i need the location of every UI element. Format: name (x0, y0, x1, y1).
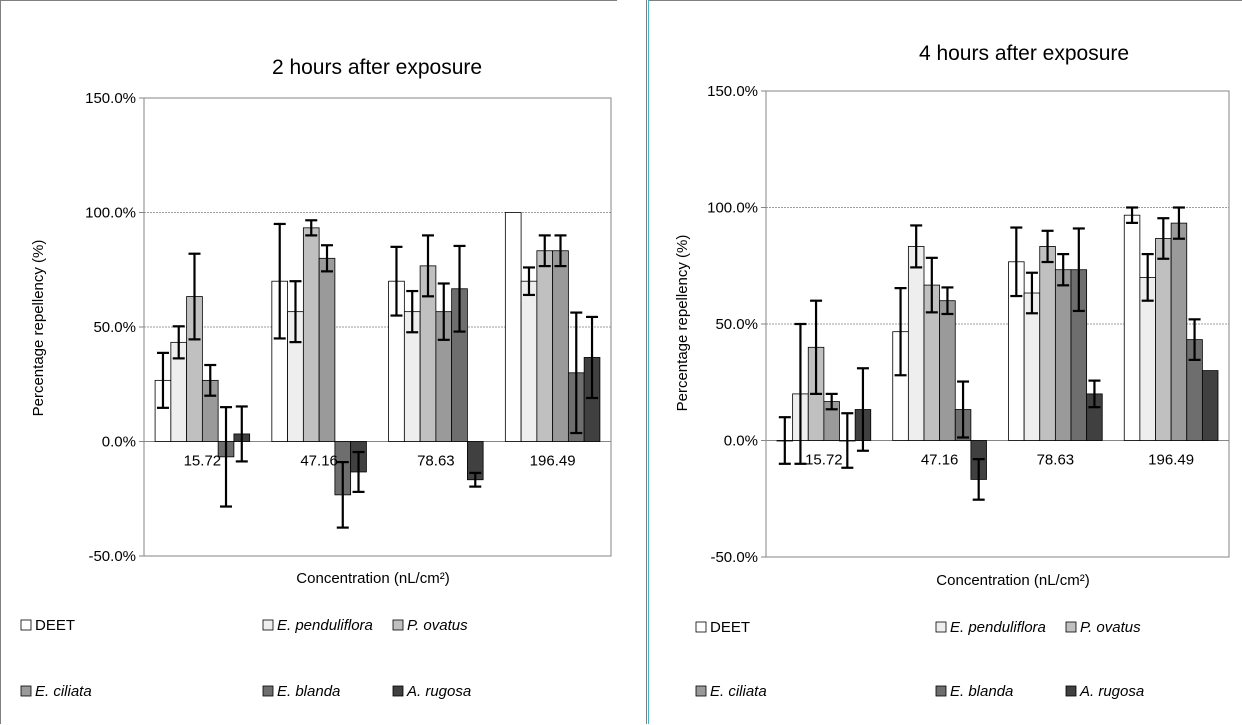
bar (318, 257, 336, 442)
x-tick-label: 47.16 (921, 452, 959, 469)
bar (536, 250, 554, 442)
x-tick-label: 15.72 (184, 453, 222, 470)
legend-label: A. rugosa (1079, 683, 1144, 700)
legend-label: P. ovatus (407, 617, 468, 634)
x-axis-label: Concentration (nL/cm²) (296, 570, 449, 587)
legend-swatch (1065, 685, 1077, 697)
legend-label: E. ciliata (35, 683, 92, 700)
legend-label: E. blanda (950, 683, 1013, 700)
legend-label: DEET (35, 617, 75, 634)
legend-label: DEET (710, 619, 750, 636)
legend-swatch (695, 685, 707, 697)
y-axis-label: Percentage repellency (%) (674, 235, 691, 412)
legend-swatch (1065, 621, 1077, 633)
bar (504, 212, 522, 442)
bar (552, 250, 569, 442)
legend-label: E. penduliflora (277, 617, 373, 634)
y-tick-label: 50.0% (715, 316, 758, 333)
legend-swatch (695, 621, 707, 633)
legend-swatch (262, 685, 274, 697)
legend-label: E. ciliata (710, 683, 767, 700)
bar (520, 280, 538, 442)
bar (1155, 238, 1172, 441)
bar (1170, 222, 1188, 441)
y-tick-label: 100.0% (85, 205, 136, 222)
chart-title: 2 hours after exposure (272, 56, 482, 79)
x-tick-label: 47.16 (300, 453, 338, 470)
bar (1123, 214, 1141, 441)
legend-swatch (20, 685, 32, 697)
legend-swatch (935, 621, 947, 633)
chart-panel-4h: -50.0% 0.0% 50.0% 100.0% 150.0% 15.72 47.16 78.… (649, 0, 1242, 724)
y-tick-label: 50.0% (93, 319, 136, 336)
y-tick-label: 0.0% (724, 433, 758, 450)
bar (939, 300, 956, 441)
y-tick-label: 0.0% (102, 434, 136, 451)
y-tick-label: -50.0% (88, 548, 136, 565)
bar (907, 246, 925, 441)
legend-swatch (935, 685, 947, 697)
legend-label: E. blanda (277, 683, 340, 700)
legend-swatch (20, 619, 32, 631)
legend-swatch (392, 685, 404, 697)
y-tick-label: 150.0% (707, 83, 758, 100)
chart-panel-2h: -50.0% 0.0% 50.0% 100.0% 150.0% 15.72 47.16 78.… (0, 0, 617, 724)
bar (1201, 370, 1219, 441)
panel-border (646, 0, 647, 724)
legend-swatch (392, 619, 404, 631)
bar (1039, 246, 1056, 441)
x-axis-label: Concentration (nL/cm²) (936, 572, 1089, 589)
bar (302, 227, 320, 442)
y-tick-label: 150.0% (85, 90, 136, 107)
legend-label: A. rugosa (406, 683, 471, 700)
bar (1054, 269, 1072, 441)
legend-swatch (262, 619, 274, 631)
bar (1139, 276, 1156, 441)
y-tick-label: 100.0% (707, 200, 758, 217)
chart-title: 4 hours after exposure (919, 42, 1129, 65)
x-tick-label: 78.63 (1037, 452, 1075, 469)
x-tick-label: 196.49 (530, 453, 576, 470)
legend-label: P. ovatus (1080, 619, 1141, 636)
legend-label: E. penduliflora (950, 619, 1046, 636)
chart-2h: -50.0% 0.0% 50.0% 100.0% 150.0% 15.72 47.16 78.… (20, 56, 612, 700)
x-tick-label: 196.49 (1148, 452, 1194, 469)
x-tick-label: 15.72 (805, 452, 843, 469)
bar (1023, 292, 1041, 441)
x-tick-label: 78.63 (417, 453, 455, 470)
chart-4h: -50.0% 0.0% 50.0% 100.0% 150.0% 15.72 47.16 78.… (674, 42, 1230, 700)
y-axis-label: Percentage repellency (%) (30, 240, 47, 417)
y-tick-label: -50.0% (710, 549, 758, 566)
